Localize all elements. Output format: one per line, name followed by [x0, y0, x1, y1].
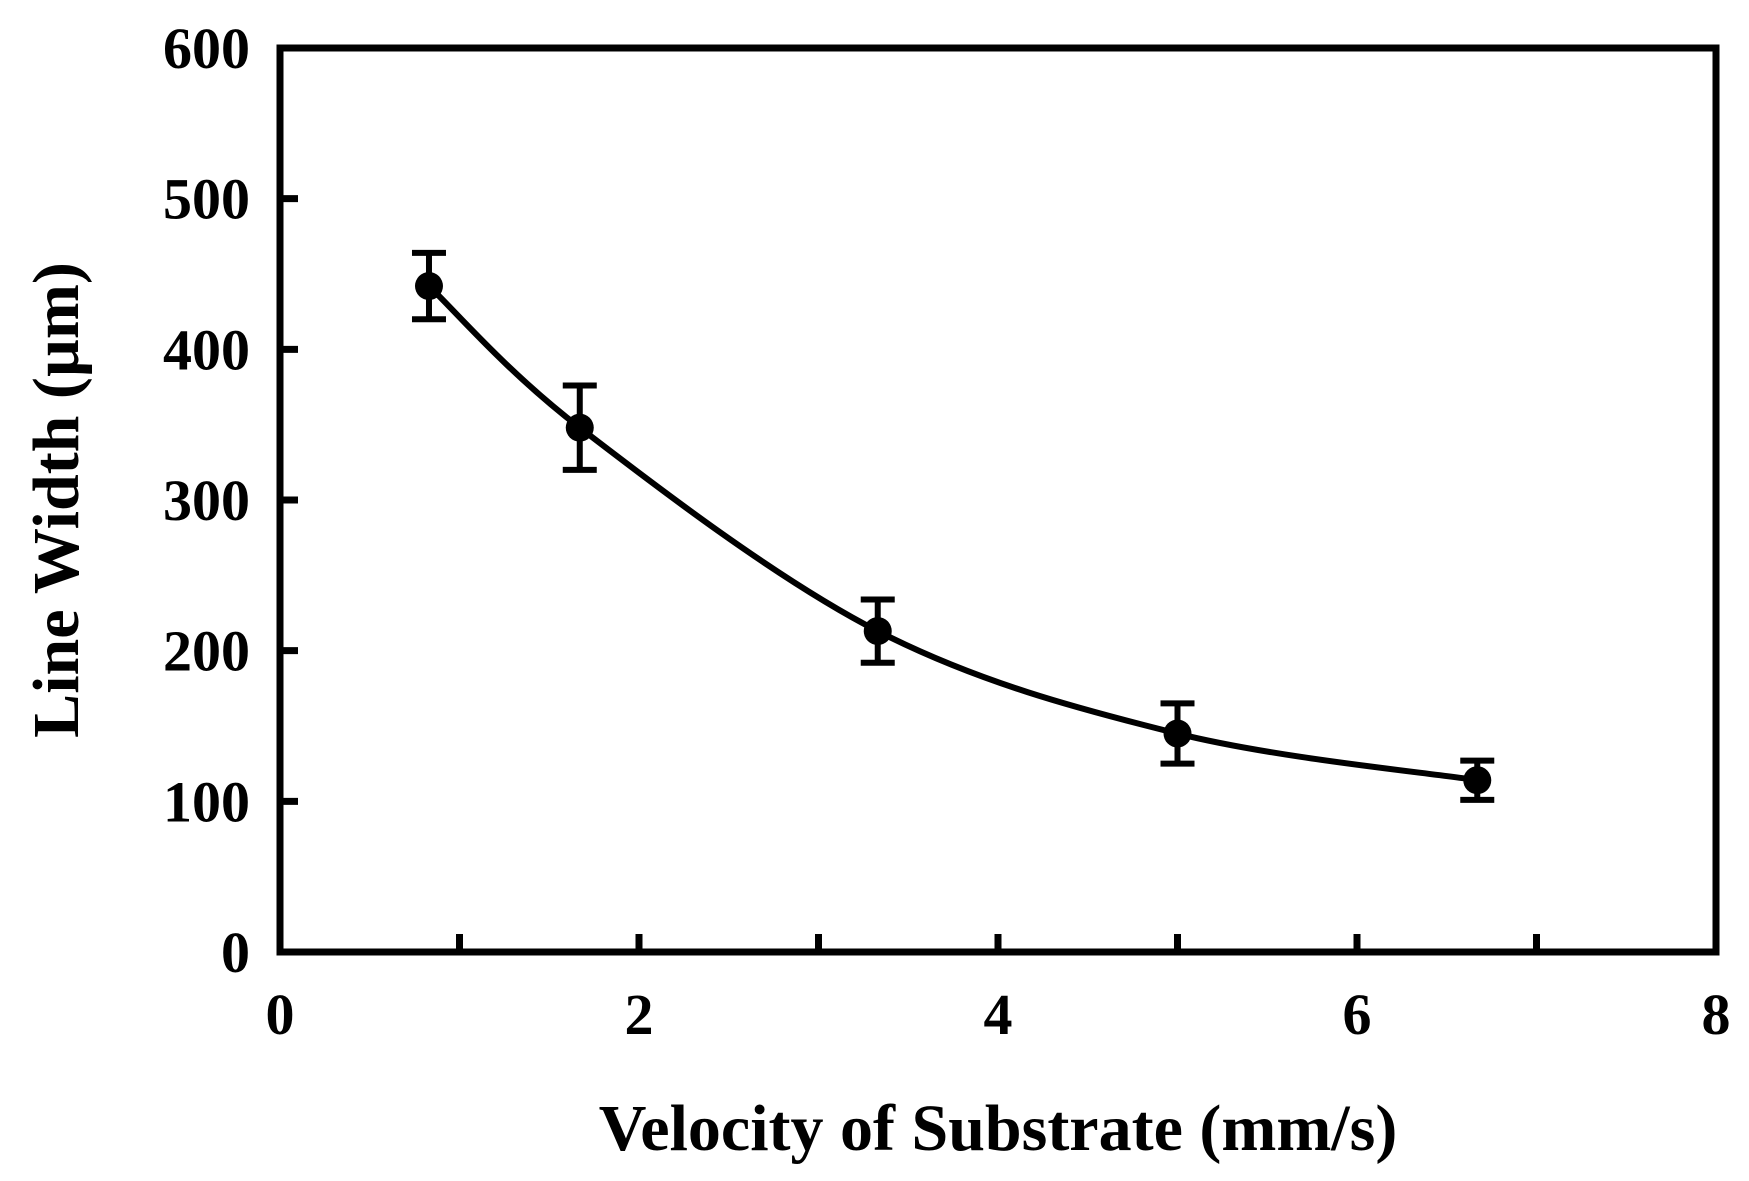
data-points — [414, 272, 1492, 795]
x-tick-label: 6 — [1343, 982, 1372, 1047]
data-point — [414, 272, 443, 301]
x-tick-label: 4 — [984, 982, 1013, 1047]
data-point — [863, 617, 892, 646]
y-axis-tick-labels: 0 100 200 300 400 500 600 — [163, 16, 250, 985]
y-tick-label: 600 — [163, 16, 250, 81]
y-tick-label: 0 — [221, 920, 250, 985]
y-axis-ticks — [280, 195, 298, 805]
y-tick-label: 300 — [163, 468, 250, 533]
y-tick-label: 400 — [163, 317, 250, 382]
data-point — [1163, 719, 1192, 748]
x-tick-label: 2 — [625, 982, 654, 1047]
x-axis-title: Velocity of Substrate (mm/s) — [599, 1092, 1398, 1165]
error-bars — [411, 249, 1495, 803]
x-axis-tick-labels: 0 2 4 6 8 — [266, 982, 1731, 1047]
data-point — [565, 413, 594, 442]
y-tick-label: 100 — [163, 769, 250, 834]
y-tick-label: 500 — [163, 167, 250, 232]
x-tick-label: 8 — [1702, 982, 1731, 1047]
y-tick-label: 200 — [163, 619, 250, 684]
x-axis-ticks — [456, 934, 1540, 952]
y-axis-title: Line Width (µm) — [20, 262, 93, 738]
plot-frame — [276, 44, 1720, 956]
data-point — [1463, 766, 1492, 795]
x-tick-label: 0 — [266, 982, 295, 1047]
fit-curve — [426, 283, 1478, 784]
